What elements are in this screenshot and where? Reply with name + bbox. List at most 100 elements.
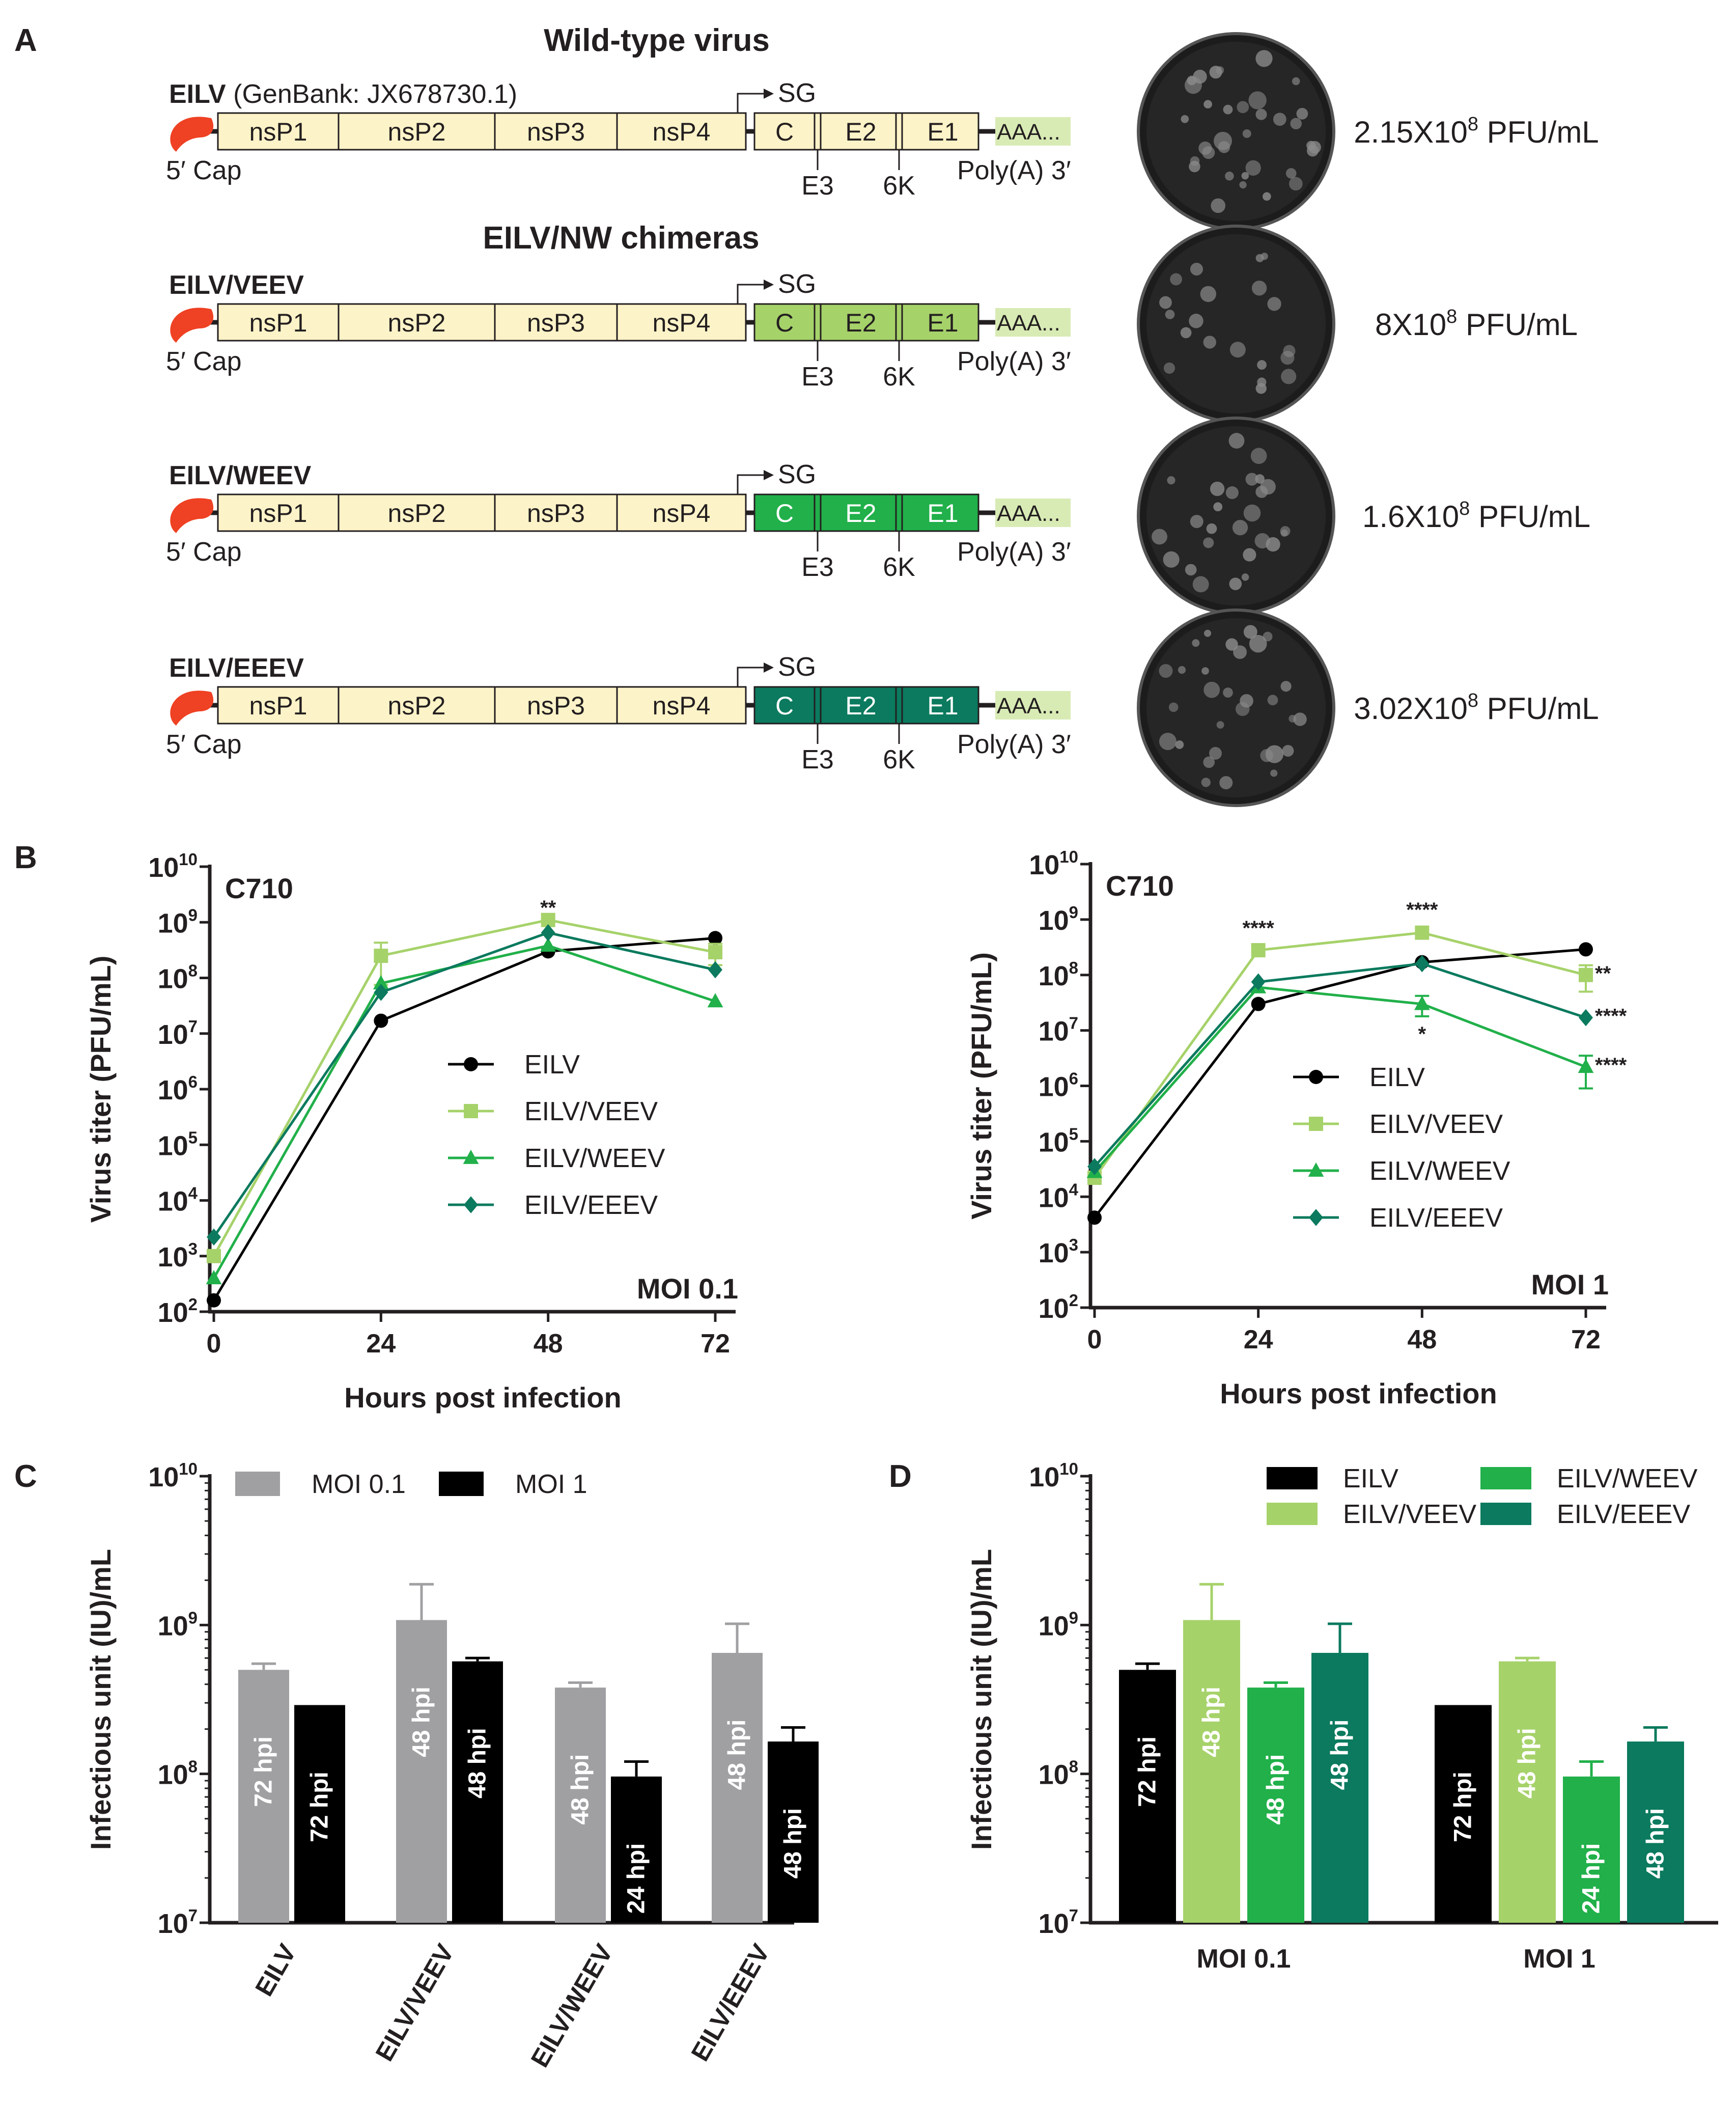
- gene-label: nsP3: [527, 118, 585, 146]
- plaque: [1168, 702, 1179, 712]
- gene-label: C: [775, 118, 794, 146]
- significance-marker: ****: [1406, 899, 1438, 921]
- plaque: [1213, 502, 1223, 512]
- bar-time-label: 48 hpi: [780, 1808, 807, 1879]
- x-tick-label: 24: [366, 1329, 396, 1359]
- significance-marker: ****: [1595, 1005, 1627, 1028]
- gene-label: E2: [845, 691, 876, 720]
- bar: [1311, 1653, 1368, 1923]
- plaque: [1193, 69, 1207, 84]
- data-point: [707, 993, 723, 1008]
- gene-label: nsP2: [388, 499, 446, 528]
- sg-arrow: [737, 284, 766, 304]
- data-point: [374, 1013, 388, 1028]
- gene-label: E1: [927, 118, 958, 146]
- polya-text: AAA...: [997, 120, 1060, 145]
- polya-label: Poly(A) 3′: [957, 730, 1071, 759]
- bar: [294, 1705, 345, 1923]
- significance-marker: ****: [1595, 1054, 1627, 1076]
- panel-letter: C: [14, 1459, 37, 1494]
- plaque: [1185, 564, 1197, 576]
- bar-time-label: 48 hpi: [464, 1728, 491, 1798]
- bar-time-label: 24 hpi: [623, 1843, 650, 1914]
- e3-label: E3: [801, 552, 834, 582]
- y-tick-label: 107: [158, 1017, 198, 1050]
- legend-marker: [464, 1104, 478, 1118]
- data-point: [708, 931, 722, 946]
- series: [206, 937, 723, 1285]
- plaque: [1203, 681, 1220, 698]
- plaque: [1201, 667, 1209, 675]
- legend-swatch: [1480, 1467, 1531, 1489]
- series-line: [1094, 962, 1586, 1168]
- plaque: [1206, 523, 1217, 534]
- plaque: [1198, 141, 1212, 155]
- y-tick-label: 103: [158, 1239, 198, 1272]
- bar: [1563, 1776, 1620, 1923]
- sixk-label: 6K: [883, 745, 915, 774]
- data-point: [1251, 997, 1266, 1011]
- bar-time-label: 24 hpi: [1578, 1843, 1605, 1914]
- nonstructural-region: [217, 493, 747, 532]
- chimeras-title: EILV/NW chimeras: [483, 220, 759, 256]
- line-chart: 102 103 104 105 106 107 108 109 1010 0 24 48 72 Hours…: [85, 850, 738, 1414]
- plaque: [1203, 756, 1215, 768]
- plaque: [1163, 362, 1175, 374]
- data-point: [207, 1249, 221, 1263]
- legend-label: EILV/VEEV: [524, 1097, 658, 1126]
- legend-label: EILV/EEEV: [1557, 1500, 1690, 1529]
- legend-marker: [464, 1057, 478, 1071]
- bar-time-label: 72 hpi: [306, 1772, 333, 1842]
- y-tick-label: 1010: [1029, 1459, 1078, 1492]
- x-axis-label: Hours post infection: [1220, 1377, 1497, 1409]
- panel-letter: D: [889, 1459, 912, 1494]
- sg-arrowhead: [764, 89, 774, 99]
- bar: [1499, 1661, 1556, 1923]
- bar-time-label: 72 hpi: [1450, 1772, 1477, 1842]
- y-axis-label: Infectious unit (IU)/mL: [85, 1549, 117, 1850]
- plaque: [1218, 141, 1230, 153]
- plaque: [1296, 107, 1308, 120]
- plaque: [1237, 101, 1249, 114]
- plaque: [1229, 342, 1246, 358]
- plaque: [1178, 666, 1186, 674]
- bar: [1627, 1741, 1684, 1923]
- plaque: [1260, 479, 1276, 495]
- plaque: [1167, 476, 1175, 485]
- plaque: [1190, 515, 1203, 529]
- polya-tail: [995, 308, 1071, 337]
- plaque: [1243, 548, 1256, 562]
- polya-text: AAA...: [997, 694, 1060, 718]
- data-point: [1251, 973, 1266, 991]
- x-tick-label: 48: [534, 1329, 563, 1359]
- bar-time-label: 48 hpi: [1198, 1686, 1225, 1757]
- plaque: [1245, 160, 1261, 176]
- polya-label: Poly(A) 3′: [957, 537, 1071, 567]
- plaque: [1203, 100, 1212, 109]
- plaque: [1255, 474, 1265, 484]
- x-tick-label: 0: [1087, 1325, 1102, 1354]
- gene-label: nsP4: [653, 499, 711, 528]
- legend-label: EILV/VEEV: [1343, 1500, 1476, 1529]
- panel-c: 107 108 109 1010 Infectious unit (IU)/mL 72 h…: [85, 1459, 819, 2072]
- significance-marker: *: [1418, 1023, 1426, 1045]
- data-point: [1414, 995, 1430, 1010]
- legend-swatch: [235, 1472, 280, 1496]
- plaque: [1257, 360, 1267, 370]
- y-axis-label: Virus titer (PFU/mL): [85, 956, 117, 1223]
- cap-icon: [170, 498, 214, 533]
- plaque: [1251, 281, 1267, 296]
- plaque: [1255, 254, 1264, 262]
- sixk-label: 6K: [883, 362, 915, 392]
- gene-label: nsP4: [653, 309, 711, 337]
- bar: [1183, 1620, 1240, 1923]
- gene-label: nsP1: [249, 309, 307, 337]
- gene-label: E1: [927, 691, 958, 720]
- plaque: [1281, 369, 1297, 384]
- legend-label: EILV/WEEV: [524, 1144, 665, 1173]
- legend-label: EILV: [524, 1050, 580, 1080]
- bar-time-label: 48 hpi: [567, 1754, 594, 1825]
- plaque: [1280, 350, 1295, 365]
- bar-time-label: 48 hpi: [724, 1720, 751, 1790]
